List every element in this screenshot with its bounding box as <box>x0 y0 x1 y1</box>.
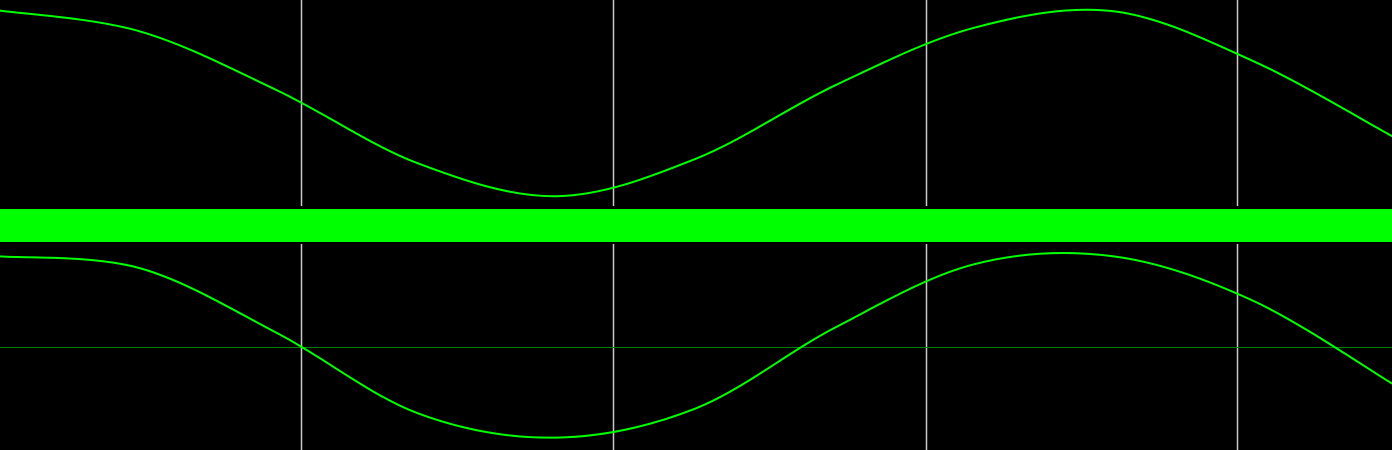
data-point <box>695 157 697 160</box>
data-point <box>138 267 140 269</box>
data-point <box>973 263 976 266</box>
data-point <box>834 84 836 87</box>
data-point <box>556 195 558 197</box>
data-point <box>1252 299 1254 302</box>
data-point <box>556 436 558 439</box>
data-point <box>1112 255 1115 258</box>
trace-top <box>0 8 1392 198</box>
top-panel <box>0 0 1392 206</box>
data-point <box>138 30 140 32</box>
separator-band <box>0 209 1392 242</box>
data-point <box>416 162 419 164</box>
data-point <box>277 90 280 92</box>
data-point <box>416 412 419 415</box>
bottom-panel <box>0 244 1392 450</box>
trace-bottom <box>0 252 1392 439</box>
data-point <box>0 9 1 12</box>
data-point <box>695 407 697 410</box>
data-point <box>834 326 836 329</box>
data-point <box>1252 60 1254 62</box>
data-point <box>277 333 280 335</box>
data-point <box>1112 10 1115 13</box>
data-point <box>0 255 1 258</box>
data-point <box>973 26 976 29</box>
